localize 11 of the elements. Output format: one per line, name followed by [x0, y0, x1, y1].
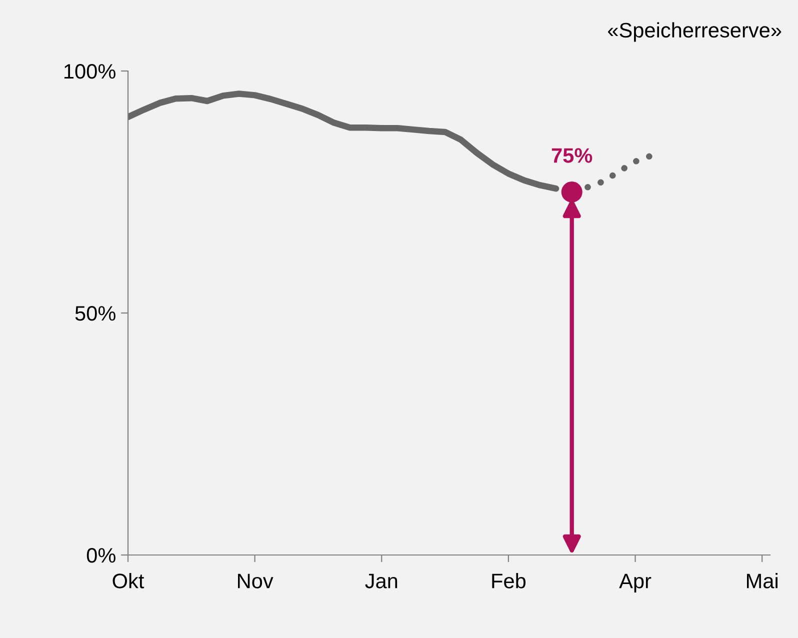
x-tick-label: Apr: [619, 574, 652, 592]
annotation: 75%: [552, 148, 592, 163]
x-tick-label: Nov: [238, 574, 274, 588]
y-tick-label: 0%: [86, 548, 116, 563]
x-tick-label: Mai: [747, 573, 778, 588]
chart-title: «Speicherreserve»: [608, 22, 782, 42]
x-tick-label: Feb: [492, 573, 526, 588]
x-tick-label: Okt: [112, 573, 144, 588]
y-tick-label: 50%: [75, 306, 116, 321]
x-tick-label: Jan: [365, 574, 398, 588]
y-tick-label: 100%: [64, 64, 116, 79]
